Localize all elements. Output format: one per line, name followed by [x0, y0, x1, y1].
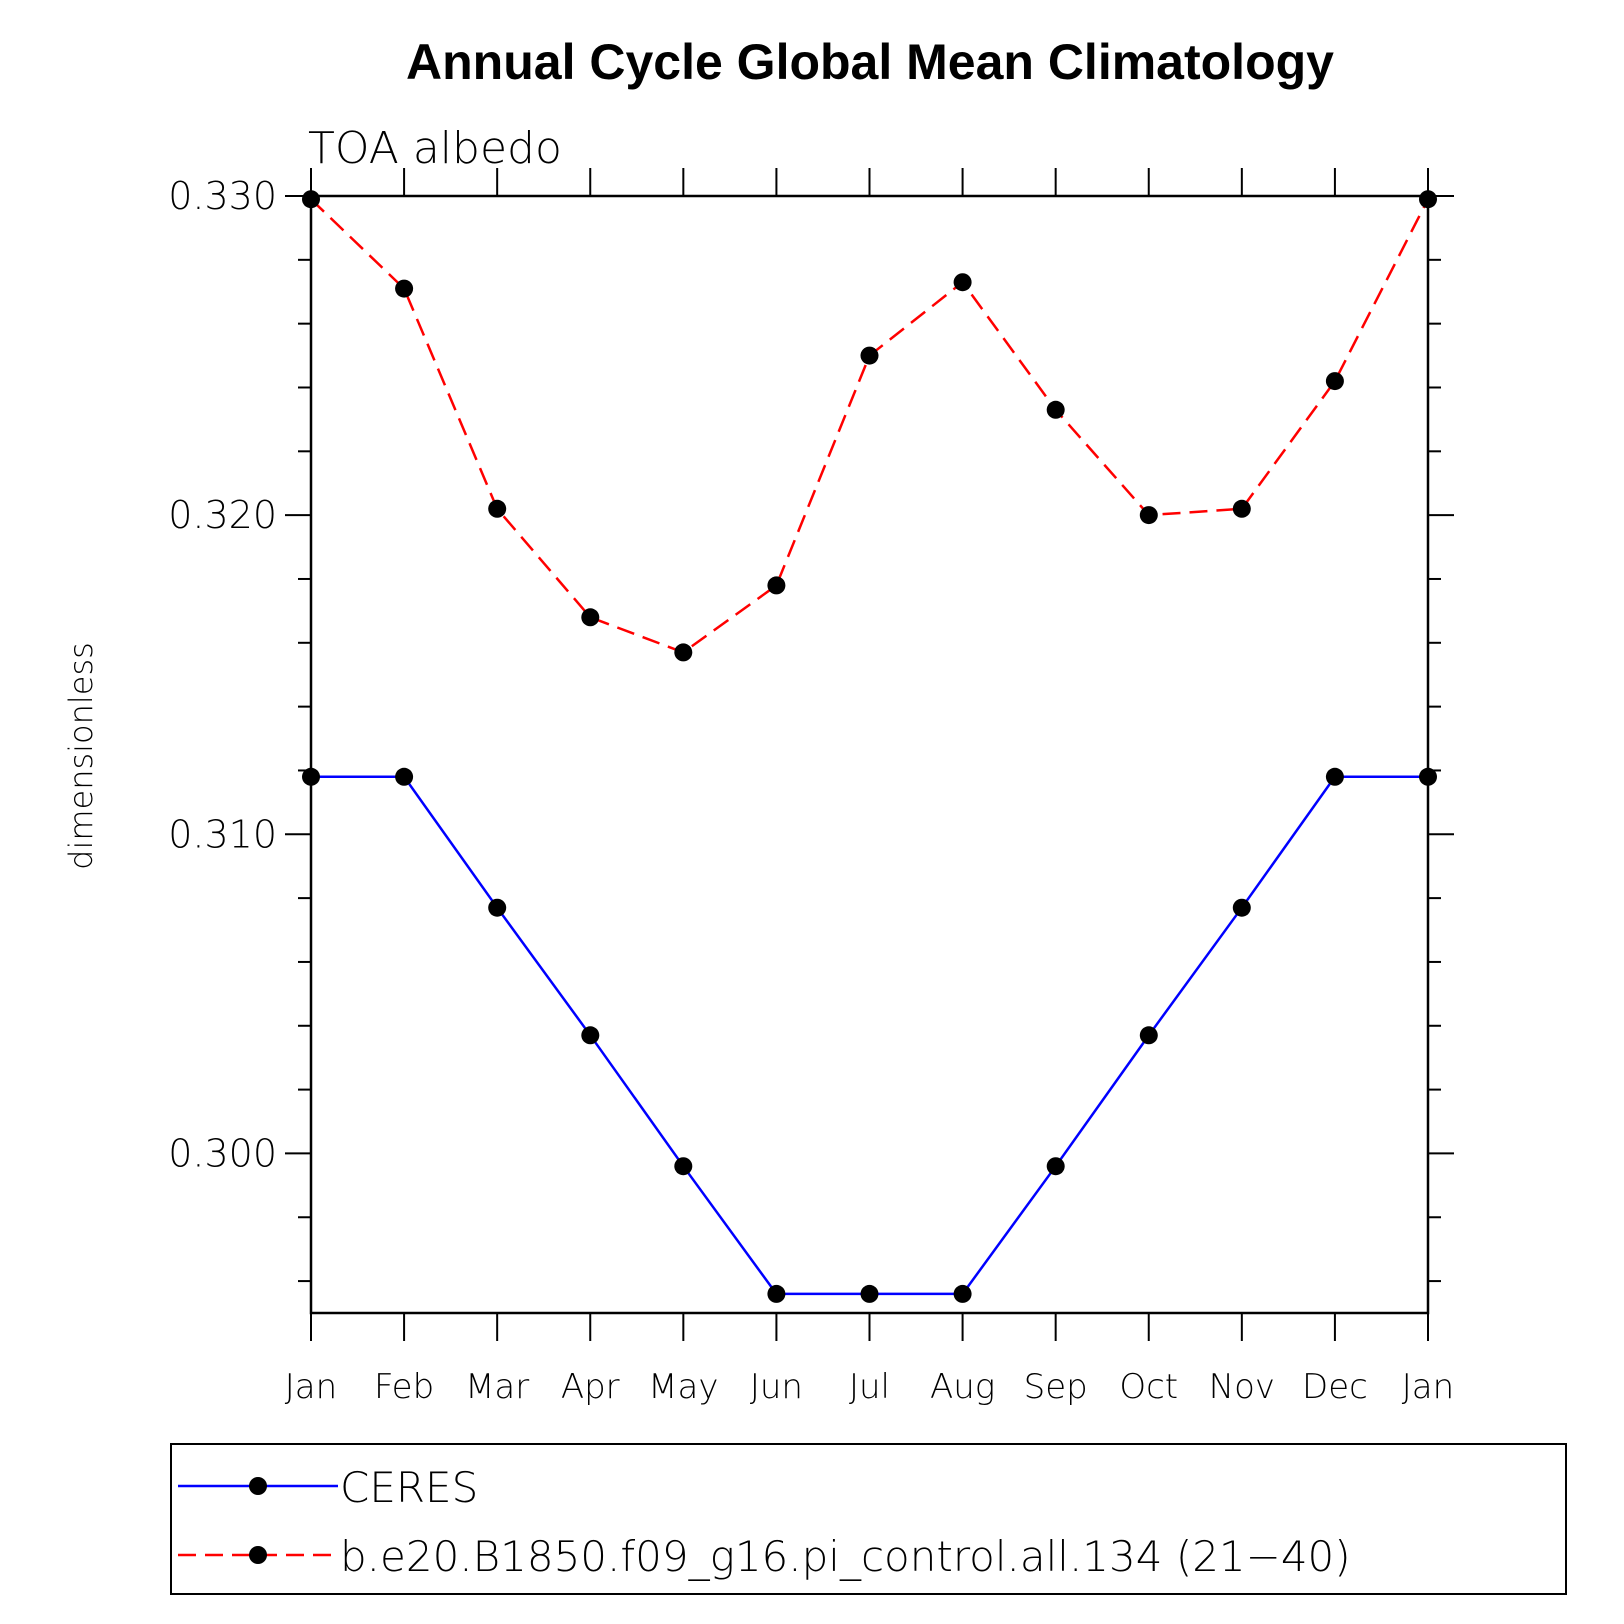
x-tick-label: Apr [561, 1367, 620, 1407]
legend-label-ceres: CERES [340, 1463, 478, 1512]
series-0-point [1419, 767, 1437, 786]
y-axis-ticks: 0.300 0.310 0.320 0.330 [168, 174, 1454, 1283]
y-axis-label: dimensionless [62, 642, 100, 870]
series-0-point [1232, 898, 1251, 917]
series-1-point [1139, 506, 1158, 525]
series-layer [302, 190, 1437, 1303]
legend-box [170, 1443, 1567, 1595]
series-0-point [1139, 1026, 1158, 1045]
series-1-point [953, 273, 972, 292]
series-0-point [860, 1284, 879, 1303]
x-tick-label: Oct [1119, 1367, 1178, 1407]
x-tick-label: Nov [1209, 1367, 1275, 1407]
series-1-point [395, 279, 414, 298]
series-0-point [581, 1026, 600, 1045]
series-1-point [1419, 190, 1437, 209]
legend-label-model: b.e20.B1850.f09_g16.pi_control.all.134 (… [340, 1532, 1351, 1581]
x-tick-label: Aug [930, 1367, 995, 1407]
x-tick-label: Mar [465, 1367, 529, 1407]
series-1-point [488, 499, 507, 518]
series-1-point [302, 190, 320, 209]
series-0-point [395, 767, 414, 786]
x-tick-label: Dec [1302, 1367, 1368, 1407]
series-1-point [767, 576, 786, 595]
series-1-point [581, 608, 600, 627]
series-0-point [953, 1284, 972, 1303]
x-tick-label: Jan [285, 1367, 337, 1407]
series-1-point [1325, 372, 1344, 391]
legend-marker-model [249, 1546, 267, 1564]
series-0-point [302, 767, 320, 786]
series-0-point [1325, 767, 1344, 786]
series-1-point [674, 643, 693, 662]
series-line-0 [311, 775, 1428, 1296]
series-1-point [1232, 499, 1251, 518]
y-tick-label: 0.310 [168, 812, 277, 856]
series-1-point [1046, 400, 1065, 419]
x-tick-label: Feb [374, 1367, 434, 1407]
series-0-point [674, 1157, 693, 1176]
series-1-point [860, 346, 879, 365]
x-tick-label: Sep [1024, 1367, 1088, 1407]
series-line-1 [310, 198, 1430, 654]
chart-subtitle: TOA albedo [308, 123, 562, 174]
x-axis-ticks: Jan Feb Mar Apr May Jun Jul Aug Sep Oct Nov Dec Jan [285, 168, 1454, 1407]
x-tick-label: Jan [1402, 1367, 1454, 1407]
chart-title: Annual Cycle Global Mean Climatology [406, 34, 1334, 90]
x-tick-label: May [648, 1367, 718, 1407]
legend-marker-ceres [249, 1477, 267, 1495]
x-tick-label: Jun [750, 1367, 803, 1407]
legend: CERES b.e20.B1850.f09_g16.pi_control.all… [170, 1443, 1567, 1595]
y-tick-label: 0.300 [168, 1131, 277, 1175]
y-tick-label: 0.330 [168, 174, 277, 218]
series-0-point [488, 898, 507, 917]
x-tick-label: Jul [849, 1367, 890, 1407]
series-0-point [1046, 1157, 1065, 1176]
series-0-point [767, 1284, 786, 1303]
y-tick-label: 0.320 [168, 493, 277, 537]
